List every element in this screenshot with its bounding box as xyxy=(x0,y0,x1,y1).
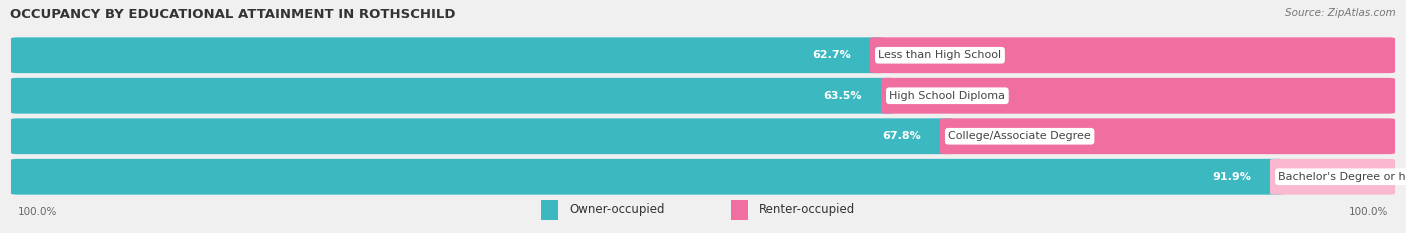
FancyBboxPatch shape xyxy=(11,78,1395,114)
Text: 100.0%: 100.0% xyxy=(1348,207,1388,217)
FancyBboxPatch shape xyxy=(11,118,953,154)
Text: Bachelor's Degree or higher: Bachelor's Degree or higher xyxy=(1278,172,1406,182)
FancyBboxPatch shape xyxy=(11,159,1395,195)
Text: Renter-occupied: Renter-occupied xyxy=(759,203,855,216)
FancyBboxPatch shape xyxy=(731,199,748,220)
FancyBboxPatch shape xyxy=(939,118,1395,154)
FancyBboxPatch shape xyxy=(11,37,884,73)
Text: Less than High School: Less than High School xyxy=(879,50,1001,60)
Text: High School Diploma: High School Diploma xyxy=(890,91,1005,101)
Text: College/Associate Degree: College/Associate Degree xyxy=(948,131,1091,141)
FancyBboxPatch shape xyxy=(11,37,1395,73)
FancyBboxPatch shape xyxy=(1270,159,1395,195)
Text: OCCUPANCY BY EDUCATIONAL ATTAINMENT IN ROTHSCHILD: OCCUPANCY BY EDUCATIONAL ATTAINMENT IN R… xyxy=(10,8,456,21)
FancyBboxPatch shape xyxy=(541,199,558,220)
Text: 91.9%: 91.9% xyxy=(1212,172,1251,182)
Text: 62.7%: 62.7% xyxy=(813,50,852,60)
Text: 100.0%: 100.0% xyxy=(18,207,58,217)
FancyBboxPatch shape xyxy=(11,118,1395,154)
Text: 63.5%: 63.5% xyxy=(824,91,862,101)
Text: Owner-occupied: Owner-occupied xyxy=(569,203,665,216)
FancyBboxPatch shape xyxy=(11,78,896,114)
FancyBboxPatch shape xyxy=(882,78,1395,114)
FancyBboxPatch shape xyxy=(870,37,1395,73)
FancyBboxPatch shape xyxy=(11,159,1284,195)
Text: Source: ZipAtlas.com: Source: ZipAtlas.com xyxy=(1285,8,1396,18)
Text: 67.8%: 67.8% xyxy=(883,131,921,141)
